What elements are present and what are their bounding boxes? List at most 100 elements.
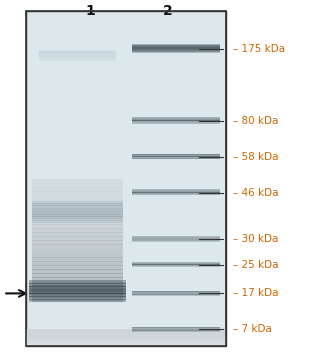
- Bar: [26, 334, 226, 342]
- Bar: [132, 158, 220, 159]
- Bar: [32, 208, 123, 213]
- Bar: [132, 191, 220, 192]
- Bar: [132, 262, 220, 263]
- Bar: [26, 332, 226, 341]
- Bar: [32, 218, 123, 221]
- Bar: [29, 298, 126, 300]
- Bar: [132, 156, 220, 157]
- Bar: [32, 244, 123, 249]
- Bar: [26, 330, 226, 338]
- Bar: [26, 335, 226, 343]
- Bar: [32, 195, 123, 201]
- Bar: [29, 280, 126, 282]
- Bar: [29, 289, 126, 291]
- Bar: [26, 336, 226, 344]
- Bar: [29, 285, 126, 287]
- Bar: [32, 261, 123, 266]
- Bar: [26, 333, 226, 342]
- Bar: [26, 11, 226, 346]
- Bar: [26, 333, 226, 341]
- Bar: [32, 210, 123, 212]
- Bar: [26, 336, 226, 344]
- Bar: [26, 329, 226, 338]
- Bar: [26, 336, 226, 345]
- Bar: [132, 46, 220, 48]
- Bar: [29, 299, 126, 301]
- Bar: [132, 123, 220, 124]
- Bar: [26, 329, 226, 338]
- Bar: [132, 295, 220, 296]
- Bar: [132, 193, 220, 194]
- Text: – 80 kDa: – 80 kDa: [233, 116, 278, 126]
- Bar: [32, 224, 123, 229]
- Bar: [32, 248, 123, 253]
- Bar: [26, 335, 226, 343]
- Bar: [26, 337, 226, 345]
- Bar: [39, 53, 116, 55]
- Bar: [132, 293, 220, 294]
- Bar: [132, 157, 220, 158]
- Bar: [29, 291, 126, 292]
- Bar: [132, 238, 220, 239]
- Bar: [32, 187, 123, 192]
- Bar: [132, 45, 220, 47]
- Bar: [32, 253, 123, 257]
- Bar: [32, 281, 123, 286]
- Bar: [132, 241, 220, 242]
- Bar: [29, 282, 126, 284]
- Bar: [32, 257, 123, 262]
- Bar: [132, 264, 220, 265]
- Bar: [39, 59, 116, 61]
- Bar: [39, 55, 116, 57]
- Bar: [26, 337, 226, 345]
- Bar: [32, 206, 123, 208]
- Bar: [132, 122, 220, 123]
- Bar: [132, 237, 220, 238]
- Bar: [26, 331, 226, 339]
- Bar: [132, 240, 220, 242]
- Bar: [132, 294, 220, 295]
- Bar: [32, 273, 123, 278]
- Bar: [132, 327, 220, 328]
- Bar: [32, 203, 123, 206]
- Bar: [132, 266, 220, 267]
- Bar: [32, 269, 123, 274]
- Bar: [132, 328, 220, 329]
- Bar: [26, 332, 226, 341]
- Bar: [132, 192, 220, 193]
- Text: 2: 2: [163, 4, 173, 18]
- Text: – 30 kDa: – 30 kDa: [233, 234, 278, 244]
- Bar: [29, 288, 126, 289]
- Bar: [32, 289, 123, 294]
- Bar: [26, 11, 226, 346]
- Bar: [26, 336, 226, 344]
- Bar: [132, 262, 220, 264]
- Bar: [32, 232, 123, 237]
- Bar: [29, 301, 126, 302]
- Bar: [132, 238, 220, 239]
- Bar: [132, 158, 220, 159]
- Bar: [32, 236, 123, 241]
- Bar: [26, 333, 226, 341]
- Bar: [32, 228, 123, 233]
- Bar: [29, 296, 126, 298]
- Bar: [32, 192, 123, 196]
- Bar: [32, 265, 123, 270]
- Bar: [132, 154, 220, 155]
- Bar: [26, 334, 226, 343]
- Bar: [132, 156, 220, 157]
- Bar: [26, 332, 226, 340]
- Bar: [132, 331, 220, 332]
- Bar: [32, 179, 123, 184]
- Bar: [132, 49, 220, 51]
- Bar: [32, 216, 123, 219]
- Bar: [26, 332, 226, 340]
- Bar: [39, 50, 116, 53]
- Bar: [132, 189, 220, 190]
- Bar: [132, 117, 220, 118]
- Bar: [26, 335, 226, 343]
- Bar: [29, 283, 126, 285]
- Bar: [132, 50, 220, 51]
- Bar: [26, 331, 226, 339]
- Bar: [132, 240, 220, 241]
